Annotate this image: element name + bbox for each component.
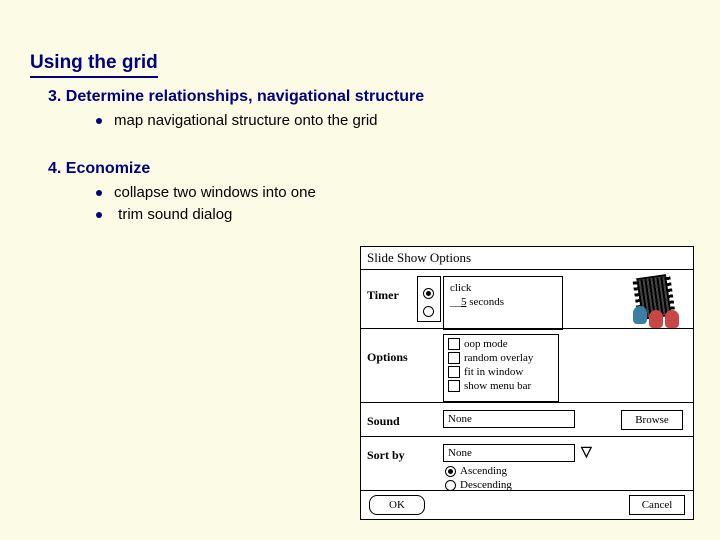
- list-num-4: 4.: [48, 160, 61, 177]
- bullet-icon: [96, 212, 102, 218]
- divider-1: [361, 328, 693, 329]
- timer-label: Timer: [367, 288, 399, 303]
- ok-button[interactable]: OK: [369, 495, 425, 515]
- sub-3-0-text: map navigational structure onto the grid: [114, 112, 378, 129]
- dialog-body: Timer click __5 seconds Options oop mode…: [361, 270, 693, 490]
- slide-title: Using the grid: [30, 52, 158, 78]
- timer-seconds-prefix: __: [450, 296, 461, 308]
- option-1-text: random overlay: [464, 352, 533, 364]
- option-3[interactable]: show menu bar: [448, 379, 554, 393]
- sortby-label: Sort by: [367, 448, 405, 463]
- timer-radio-click[interactable]: [423, 288, 434, 299]
- checkbox-icon[interactable]: [448, 352, 460, 364]
- checkbox-icon[interactable]: [448, 380, 460, 392]
- dialog-button-bar: OK Cancel: [361, 490, 693, 519]
- chevron-down-icon[interactable]: ▽: [581, 444, 592, 461]
- timer-seconds-row: __5 seconds: [450, 295, 556, 309]
- timer-click-text: click: [450, 281, 556, 295]
- bullet-icon: [96, 118, 102, 124]
- sort-radio-asc[interactable]: [445, 466, 456, 477]
- options-box: oop mode random overlay fit in window sh…: [443, 334, 559, 402]
- sub-4-0-text: collapse two windows into one: [114, 184, 316, 201]
- timer-radio-seconds[interactable]: [423, 306, 434, 317]
- sound-value[interactable]: None: [443, 410, 575, 428]
- list-item-4: 4. Economize: [48, 160, 150, 178]
- list-text-3: Determine relationships, navigational st…: [66, 88, 424, 105]
- slideshow-options-dialog: Slide Show Options Timer click __5 secon…: [360, 246, 694, 520]
- sub-4-1-text: trim sound dialog: [114, 206, 232, 223]
- sort-asc-text: Ascending: [460, 465, 507, 477]
- timer-values: click __5 seconds: [443, 276, 563, 330]
- option-1[interactable]: random overlay: [448, 351, 554, 365]
- option-0[interactable]: oop mode: [448, 337, 554, 351]
- sub-4-0: collapse two windows into one: [96, 184, 316, 201]
- checkbox-icon[interactable]: [448, 338, 460, 350]
- dialog-title: Slide Show Options: [361, 247, 693, 270]
- list-item-3: 3. Determine relationships, navigational…: [48, 88, 424, 106]
- options-label: Options: [367, 350, 408, 365]
- bullet-icon: [96, 190, 102, 196]
- list-num-3: 3.: [48, 88, 61, 105]
- sub-4-1: trim sound dialog: [96, 206, 232, 223]
- sound-label: Sound: [367, 414, 400, 429]
- checkbox-icon[interactable]: [448, 366, 460, 378]
- filmstrip-audience-icon: [631, 276, 685, 332]
- sort-dropdown[interactable]: None: [443, 444, 575, 462]
- divider-2: [361, 402, 693, 403]
- option-3-text: show menu bar: [464, 380, 531, 392]
- divider-3: [361, 436, 693, 437]
- option-2-text: fit in window: [464, 366, 523, 378]
- option-0-text: oop mode: [464, 338, 508, 350]
- cancel-button[interactable]: Cancel: [629, 495, 685, 515]
- sort-asc[interactable]: Ascending: [445, 464, 507, 478]
- sub-3-0: map navigational structure onto the grid: [96, 112, 378, 129]
- option-2[interactable]: fit in window: [448, 365, 554, 379]
- timer-seconds-suffix: seconds: [467, 296, 505, 308]
- browse-button[interactable]: Browse: [621, 410, 683, 430]
- list-text-4: Economize: [66, 160, 150, 177]
- timer-radio-group[interactable]: [417, 276, 441, 322]
